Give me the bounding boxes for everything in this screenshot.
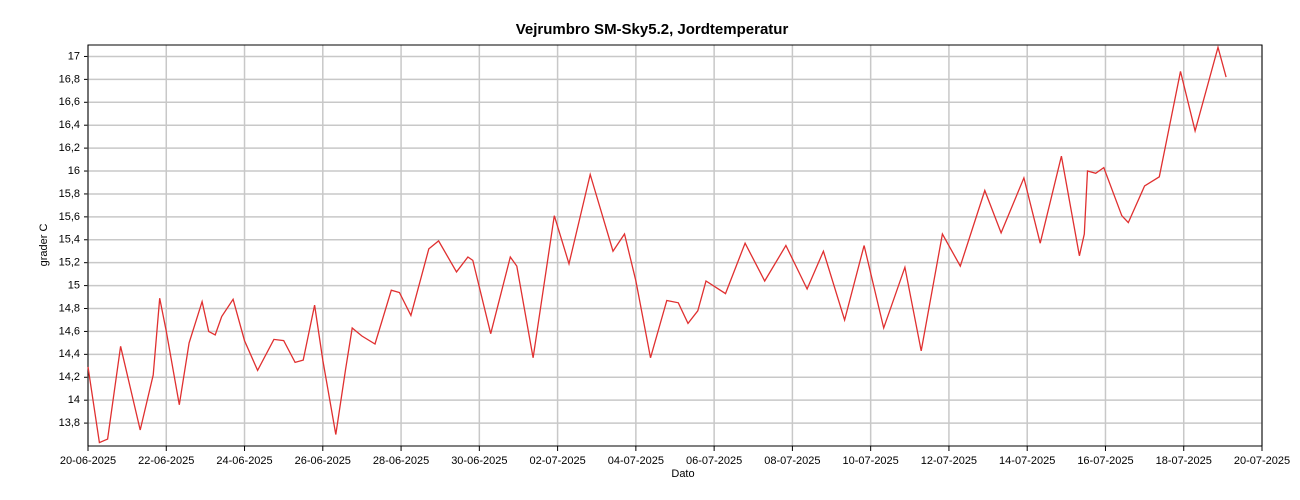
y-tick-label: 16,6 [59,96,80,108]
y-tick-label: 16,8 [59,73,80,85]
y-tick-label: 15 [68,280,80,292]
data-line [87,44,1227,444]
y-tick-label: 14,8 [59,302,80,314]
y-tick-label: 16 [68,165,80,177]
y-tick-label: 15,8 [59,188,80,200]
y-tick-label: 16,4 [59,119,80,131]
x-tick-label: 08-07-2025 [764,455,820,467]
y-tick-label: 13,8 [59,417,80,429]
y-tick-label: 15,4 [59,234,80,246]
x-tick-label: 28-06-2025 [373,455,429,467]
plot-frame [87,44,1263,447]
x-tick-label: 20-07-2025 [1234,455,1290,467]
y-axis-label: grader C [38,224,50,267]
x-tick-label: 06-07-2025 [686,455,742,467]
x-tick-label: 26-06-2025 [295,455,351,467]
x-tick-label: 04-07-2025 [608,455,664,467]
y-tick-label: 15,2 [59,257,80,269]
x-tick-label: 22-06-2025 [138,455,194,467]
y-tick-label: 16,2 [59,142,80,154]
x-tick-label: 10-07-2025 [843,455,899,467]
chart-title: Vejrumbro SM-Sky5.2, Jordtemperatur [516,21,789,38]
x-tick-label: 24-06-2025 [216,455,272,467]
y-tick-label: 14,6 [59,325,80,337]
y-tick-label: 17 [68,50,80,62]
x-tick-label: 16-07-2025 [1077,455,1133,467]
x-tick-label: 20-06-2025 [60,455,116,467]
x-tick-label: 02-07-2025 [529,455,585,467]
y-tick-label: 15,6 [59,211,80,223]
y-tick-label: 14,2 [59,371,80,383]
x-tick-label: 12-07-2025 [921,455,977,467]
x-tick-label: 30-06-2025 [451,455,507,467]
x-axis-label: Dato [671,468,694,480]
y-tick-label: 14,4 [59,348,80,360]
y-tick-label: 14 [68,394,80,406]
x-tick-label: 14-07-2025 [999,455,1055,467]
x-tick-label: 18-07-2025 [1156,455,1212,467]
